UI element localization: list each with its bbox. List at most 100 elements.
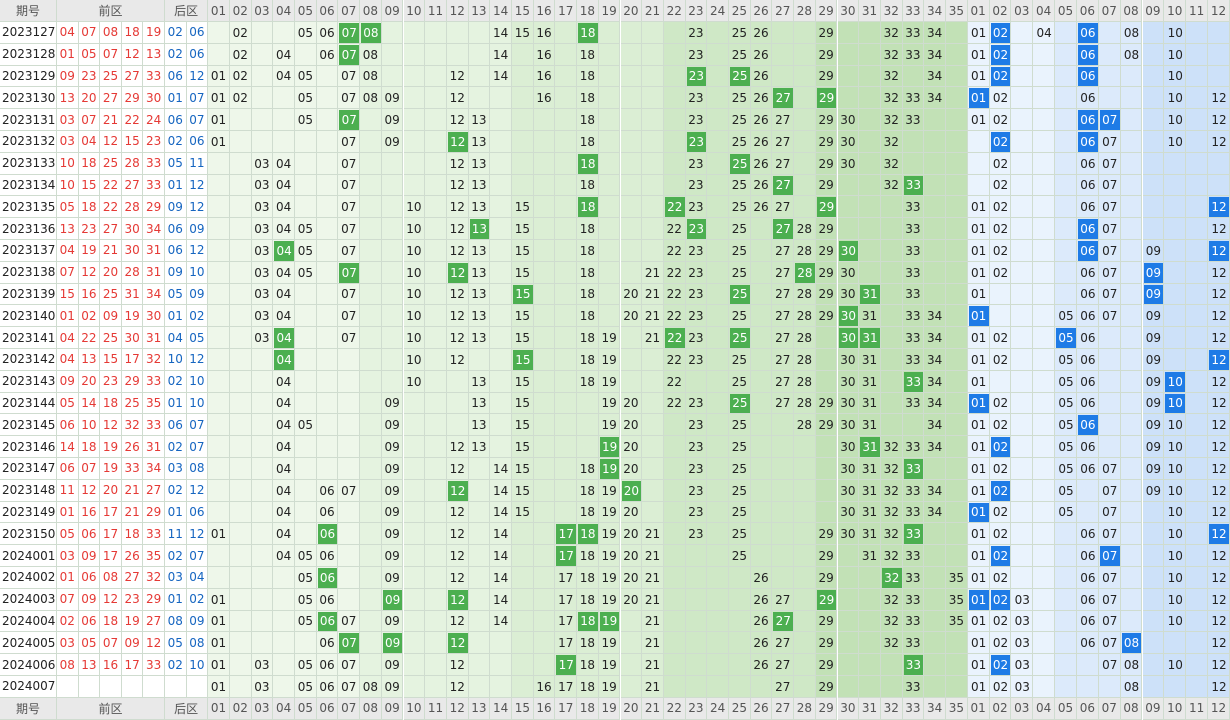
front-number: 25	[100, 152, 122, 175]
front-value: 07	[341, 331, 357, 346]
front-cell	[880, 196, 903, 219]
back-cell	[1164, 261, 1187, 284]
back-cell	[1142, 610, 1165, 633]
back-value: 08	[1123, 679, 1140, 694]
front-cell	[425, 632, 447, 655]
front-value: 23	[688, 200, 704, 215]
front-cell	[663, 567, 686, 589]
front-value: 22	[666, 396, 682, 411]
period: 2023148	[0, 479, 57, 502]
back-hit: 09	[1143, 284, 1164, 305]
front-value: 09	[384, 461, 400, 476]
front-value: 32	[883, 527, 899, 542]
front-number: 29	[143, 588, 165, 611]
front-hit: 25	[730, 328, 750, 348]
front-value: 30	[840, 418, 856, 433]
front-cell	[946, 436, 968, 458]
back-number: 02	[165, 436, 187, 458]
front-cell	[316, 349, 339, 371]
front-col-header: 07	[338, 697, 361, 720]
front-cell	[360, 43, 382, 66]
back-cell	[1164, 131, 1187, 153]
front-value: 13	[471, 440, 487, 455]
front-col-header: 33	[902, 0, 925, 22]
front-value: 03	[254, 156, 270, 171]
front-value: 07	[341, 309, 357, 324]
front-cell	[620, 65, 643, 88]
front-col-header: 31	[859, 697, 881, 720]
front-value: 05	[297, 679, 313, 694]
back-cell	[1120, 414, 1143, 437]
front-hit: 12	[447, 132, 468, 152]
front-cell	[794, 501, 816, 524]
front-value: 27	[775, 679, 791, 694]
front-number: 17	[121, 349, 144, 371]
front-col-header: 24	[707, 0, 729, 22]
back-value: 06	[1080, 549, 1096, 564]
front-cell	[685, 610, 708, 633]
front-value: 20	[623, 592, 639, 607]
front-cell	[229, 305, 252, 328]
front-value: 01	[210, 69, 227, 84]
front-value: 33	[905, 331, 921, 346]
front-number: 32	[143, 349, 165, 371]
front-col-header: 01	[208, 697, 230, 720]
front-cell	[794, 240, 816, 262]
back-cell	[1011, 414, 1034, 437]
back-value: 02	[992, 331, 1009, 346]
front-cell	[815, 501, 838, 524]
front-cell	[880, 676, 903, 698]
front-cell	[512, 632, 534, 655]
front-cell	[425, 305, 447, 328]
front-value: 13	[471, 418, 487, 433]
front-cell	[880, 349, 903, 371]
back-cell	[1011, 87, 1034, 110]
front-cell	[251, 458, 274, 480]
back-value: 07	[1102, 309, 1118, 324]
back-cell	[1033, 22, 1056, 44]
front-cell	[815, 240, 838, 262]
front-hit: 18	[578, 23, 598, 43]
front-cell	[229, 370, 252, 393]
front-hit: 04	[274, 328, 294, 348]
front-value: 25	[731, 352, 747, 367]
front-col-header: 20	[620, 697, 643, 720]
front-cell	[902, 218, 925, 240]
back-value: 10	[1167, 614, 1183, 629]
front-cell	[815, 261, 838, 284]
front-cell	[533, 458, 556, 480]
back-cell	[1142, 152, 1165, 175]
back-number: 06	[165, 414, 187, 437]
front-number: 27	[121, 65, 144, 88]
front-cell	[946, 131, 968, 153]
back-hit: 02	[990, 589, 1011, 610]
front-value: 33	[905, 505, 921, 520]
back-value: 07	[1102, 222, 1118, 237]
front-number: 26	[121, 545, 144, 567]
front-value: 05	[297, 91, 313, 106]
front-value: 27	[775, 331, 791, 346]
front-value: 09	[384, 418, 400, 433]
front-number: 31	[121, 283, 144, 306]
front-cell	[794, 43, 816, 66]
front-value: 23	[688, 287, 704, 302]
back-cell	[989, 152, 1012, 175]
front-cell	[273, 131, 295, 153]
front-cell	[663, 131, 686, 153]
front-value: 22	[666, 352, 682, 367]
front-cell	[729, 174, 751, 197]
front-cell	[316, 261, 339, 284]
front-cell	[946, 479, 968, 502]
front-number: 01	[57, 567, 79, 589]
front-value: 18	[579, 47, 596, 62]
back-number: 01	[165, 305, 187, 328]
front-value: 06	[319, 658, 335, 673]
back-cell	[1186, 458, 1209, 480]
front-value: 21	[644, 570, 661, 585]
front-cell	[837, 632, 860, 655]
front-value: 01	[210, 679, 227, 694]
back-cell	[1120, 610, 1143, 633]
front-value: 12	[449, 200, 465, 215]
front-value: 14	[493, 69, 509, 84]
front-value: 10	[406, 222, 422, 237]
